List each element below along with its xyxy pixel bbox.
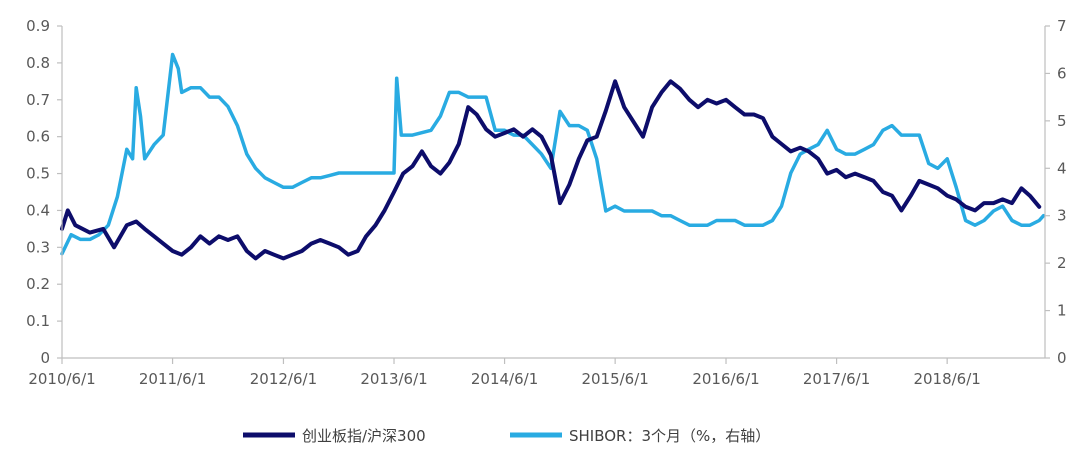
left-y-tick-label: 0.3 <box>26 238 50 256</box>
legend-label: SHIBOR：3个月（%，右轴） <box>569 427 770 445</box>
x-tick-label: 2011/6/1 <box>139 370 206 388</box>
left-y-tick-label: 0 <box>40 349 50 367</box>
x-tick-label: 2015/6/1 <box>581 370 648 388</box>
legend-item-cyb-hs300: 创业板指/沪深300 <box>243 427 426 445</box>
legend-label: 创业板指/沪深300 <box>302 427 426 445</box>
left-y-tick-label: 0.1 <box>26 312 50 330</box>
legend-item-shibor-3m: SHIBOR：3个月（%，右轴） <box>510 427 770 445</box>
right-y-tick-label: 5 <box>1057 112 1067 130</box>
x-tick-label: 2018/6/1 <box>913 370 980 388</box>
series-line-shibor-3m <box>60 52 1046 256</box>
right-y-tick-label: 3 <box>1057 207 1067 225</box>
left-y-tick-label: 0.9 <box>26 17 50 35</box>
right-y-tick-label: 6 <box>1057 64 1067 82</box>
left-y-tick-label: 0.2 <box>26 275 50 293</box>
left-y-tick-label: 0.6 <box>26 128 50 146</box>
left-y-tick-label: 0.7 <box>26 91 50 109</box>
right-y-tick-label: 4 <box>1057 159 1067 177</box>
x-tick-label: 2014/6/1 <box>471 370 538 388</box>
right-y-tick-label: 0 <box>1057 349 1067 367</box>
left-y-tick-label: 0.5 <box>26 165 50 183</box>
right-y-tick-label: 2 <box>1057 254 1067 272</box>
x-tick-label: 2013/6/1 <box>360 370 427 388</box>
x-tick-label: 2012/6/1 <box>250 370 317 388</box>
legend: 创业板指/沪深300 SHIBOR：3个月（%，右轴） <box>243 427 770 445</box>
right-y-tick-label: 1 <box>1057 302 1067 320</box>
right-y-tick-label: 7 <box>1057 17 1067 35</box>
series-line-cyb-hs300 <box>60 79 1042 261</box>
left-y-tick-label: 0.8 <box>26 54 50 72</box>
left-y-tick-label: 0.4 <box>26 201 50 219</box>
x-tick-label: 2010/6/1 <box>28 370 95 388</box>
x-tick-label: 2016/6/1 <box>692 370 759 388</box>
plot-area <box>60 52 1046 261</box>
axes: 0 0.1 0.2 0.3 0.4 0.5 0.6 0.7 0.8 0.9 0 1 2 3 4 5 6 7 2010… <box>26 17 1066 388</box>
x-tick-label: 2017/6/1 <box>803 370 870 388</box>
